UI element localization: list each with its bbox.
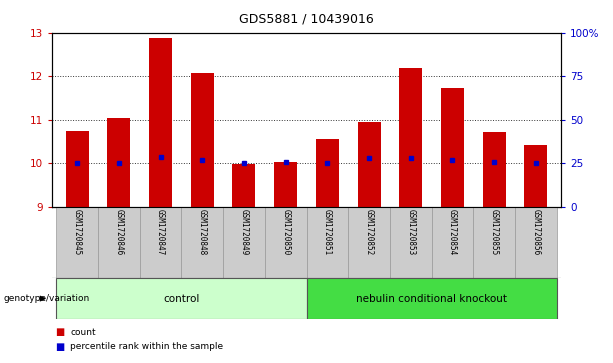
Bar xyxy=(441,89,464,207)
Text: percentile rank within the sample: percentile rank within the sample xyxy=(70,342,224,351)
Bar xyxy=(140,207,181,278)
Bar xyxy=(390,207,432,278)
Bar xyxy=(107,118,131,207)
Bar xyxy=(432,207,473,278)
Bar xyxy=(316,139,339,207)
Text: GSM1720849: GSM1720849 xyxy=(240,209,248,255)
Bar xyxy=(98,207,140,278)
Bar xyxy=(223,207,265,278)
Bar xyxy=(306,207,348,278)
Bar xyxy=(306,278,557,319)
Bar xyxy=(515,207,557,278)
Text: control: control xyxy=(163,294,200,303)
Bar xyxy=(56,278,306,319)
Bar xyxy=(149,38,172,207)
Text: GSM1720847: GSM1720847 xyxy=(156,209,165,255)
Text: ■: ■ xyxy=(55,342,64,352)
Text: nebulin conditional knockout: nebulin conditional knockout xyxy=(356,294,507,303)
Bar xyxy=(265,207,306,278)
Bar xyxy=(66,131,89,207)
Text: genotype/variation: genotype/variation xyxy=(3,294,89,303)
Bar xyxy=(524,145,547,207)
Text: GDS5881 / 10439016: GDS5881 / 10439016 xyxy=(239,13,374,26)
Text: GSM1720846: GSM1720846 xyxy=(115,209,123,255)
Text: GSM1720848: GSM1720848 xyxy=(198,209,207,255)
Text: count: count xyxy=(70,328,96,337)
Text: GSM1720855: GSM1720855 xyxy=(490,209,498,255)
Text: GSM1720856: GSM1720856 xyxy=(531,209,541,255)
Bar xyxy=(274,163,297,207)
Text: ■: ■ xyxy=(55,327,64,337)
Bar xyxy=(482,132,506,207)
Text: GSM1720851: GSM1720851 xyxy=(323,209,332,255)
Text: GSM1720845: GSM1720845 xyxy=(72,209,82,255)
Text: GSM1720853: GSM1720853 xyxy=(406,209,415,255)
Bar xyxy=(232,164,256,207)
Text: GSM1720854: GSM1720854 xyxy=(448,209,457,255)
Bar xyxy=(473,207,515,278)
Bar xyxy=(399,68,422,207)
Bar xyxy=(56,207,98,278)
Bar xyxy=(357,122,381,207)
Text: GSM1720852: GSM1720852 xyxy=(365,209,373,255)
Text: GSM1720850: GSM1720850 xyxy=(281,209,290,255)
Bar xyxy=(348,207,390,278)
Bar xyxy=(191,73,214,207)
Bar xyxy=(181,207,223,278)
